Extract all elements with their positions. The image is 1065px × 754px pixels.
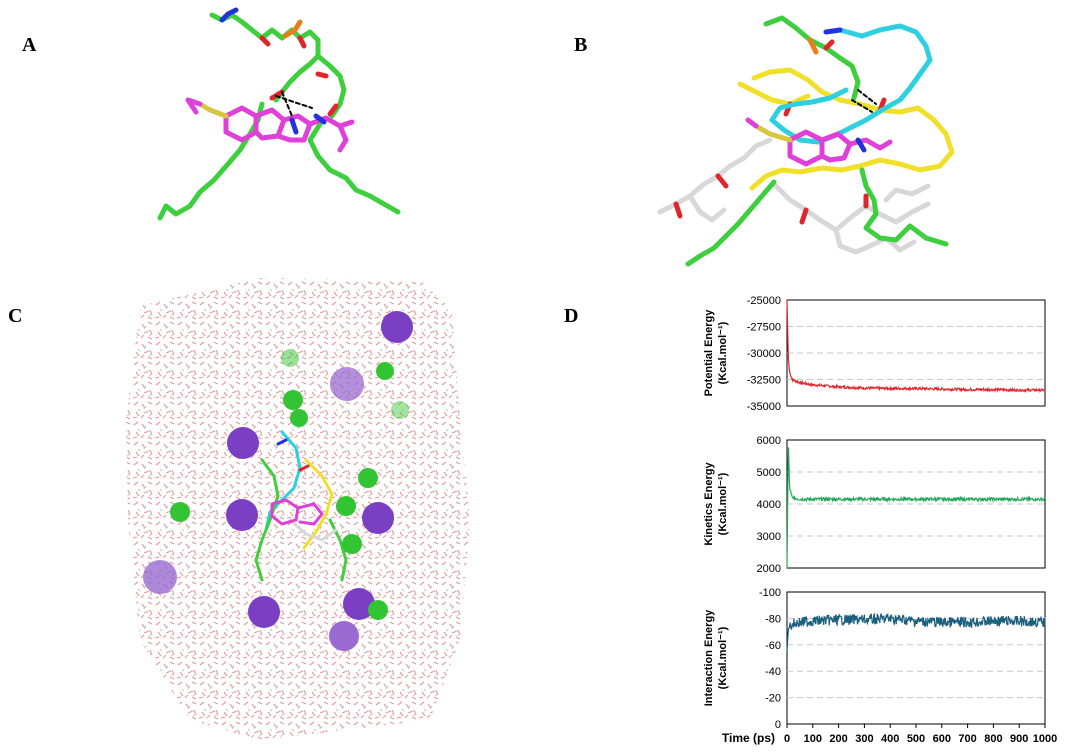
- y-tick-label: 5000: [757, 467, 781, 479]
- x-tick-label: 900: [1010, 733, 1028, 745]
- x-tick-label: 500: [907, 733, 925, 745]
- y-tick-label: -80: [765, 613, 781, 625]
- y-tick-label: 0: [775, 719, 781, 731]
- x-tick-label: 300: [855, 733, 873, 745]
- x-tick-label: 800: [984, 733, 1002, 745]
- y-tick-label: -30000: [747, 348, 781, 360]
- y-axis-label: (Kcal.mol⁻¹): [717, 472, 729, 535]
- y-tick-label: -25000: [747, 295, 781, 307]
- y-tick-label: -100: [759, 587, 781, 599]
- y-axis-label: (Kcal.mol⁻¹): [717, 321, 729, 384]
- y-tick-label: -32500: [747, 375, 781, 387]
- x-axis-label: Time (ps): [722, 731, 775, 745]
- panel-label-b: B: [574, 34, 588, 56]
- y-axis-label: Kinetics Energy: [703, 462, 715, 546]
- y-axis-label: Interaction Energy: [703, 609, 715, 706]
- y-tick-label: 3000: [757, 531, 781, 543]
- y-tick-label: 2000: [757, 563, 781, 575]
- series-line-1: [786, 447, 1046, 569]
- x-tick-label: 100: [804, 733, 822, 745]
- y-tick-label: 6000: [757, 435, 781, 447]
- series-line-2: [786, 612, 1046, 652]
- x-tick-label: 1000: [1033, 733, 1057, 745]
- panel-label-a: A: [22, 34, 37, 56]
- y-tick-label: -40: [765, 666, 781, 678]
- y-tick-label: 4000: [757, 499, 781, 511]
- panel-label-c: C: [8, 305, 23, 327]
- panel-label-d: D: [564, 305, 579, 327]
- series-line-0: [786, 299, 1046, 394]
- chart-frame-2: [786, 591, 1046, 725]
- x-tick-label: 0: [784, 733, 790, 745]
- y-tick-label: -60: [765, 640, 781, 652]
- x-tick-label: 600: [933, 733, 951, 745]
- x-tick-label: 700: [958, 733, 976, 745]
- y-tick-label: -27500: [747, 322, 781, 334]
- x-tick-label: 400: [881, 733, 899, 745]
- chart-frame-1: [786, 439, 1046, 569]
- y-tick-label: -35000: [747, 401, 781, 413]
- y-axis-label: Potential Energy: [703, 309, 715, 397]
- y-tick-label: -20: [765, 693, 781, 705]
- x-tick-label: 200: [829, 733, 847, 745]
- y-axis-label: (Kcal.mol⁻¹): [717, 626, 729, 689]
